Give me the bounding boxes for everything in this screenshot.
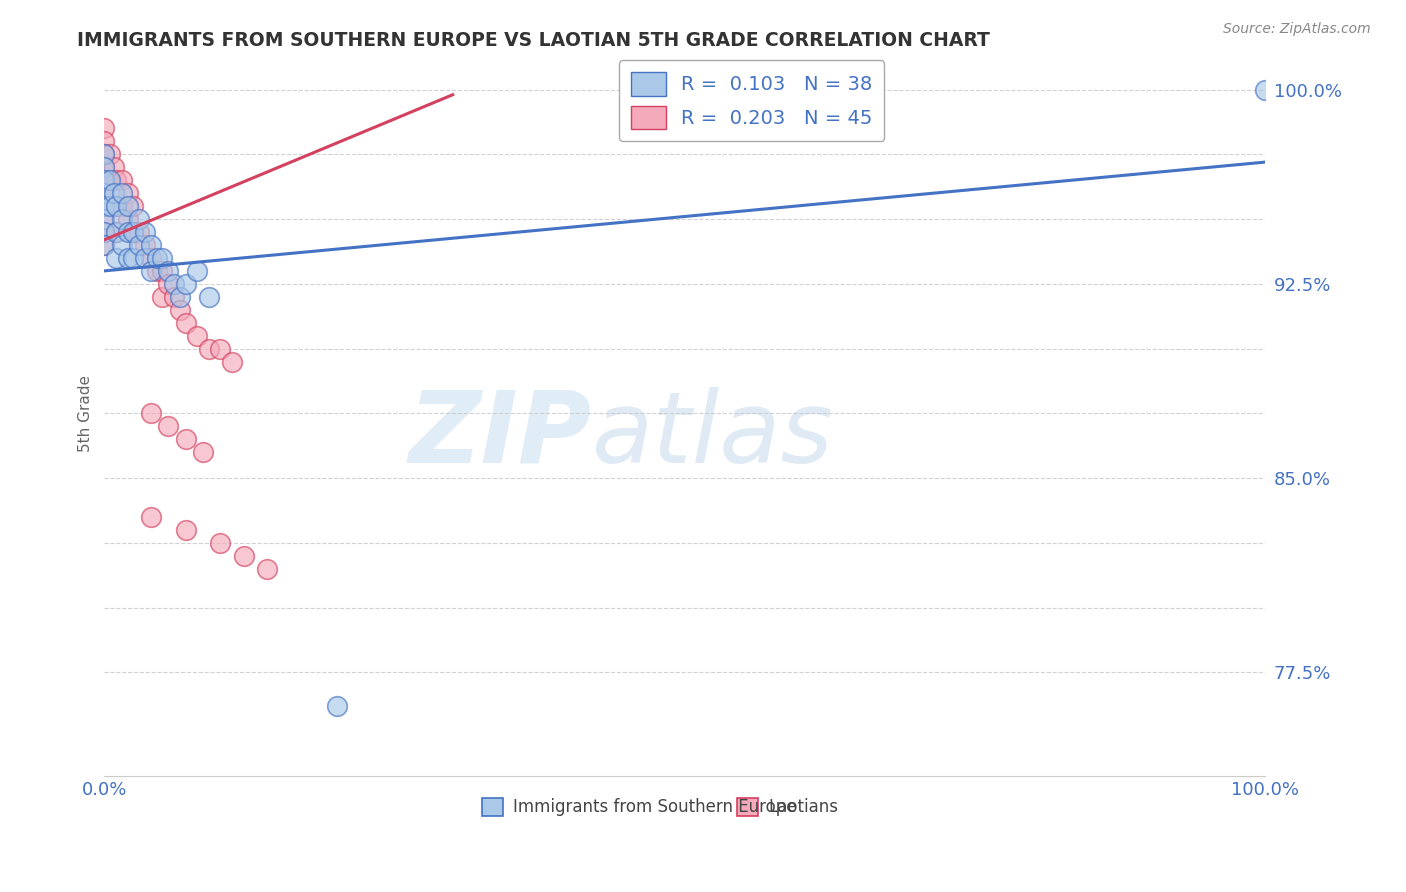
Point	[174, 316, 197, 330]
Point	[134, 251, 156, 265]
Point	[209, 342, 232, 356]
Point	[122, 225, 145, 239]
Point	[104, 199, 127, 213]
Point	[122, 251, 145, 265]
Point	[122, 199, 145, 213]
Point	[152, 264, 174, 278]
Point	[191, 445, 214, 459]
Point	[128, 225, 150, 239]
Point	[186, 264, 208, 278]
Point	[117, 186, 139, 201]
Bar	[737, 797, 758, 816]
Point	[93, 121, 115, 136]
Point	[145, 251, 167, 265]
Point	[93, 212, 115, 227]
Text: Laotians: Laotians	[769, 798, 838, 816]
Point	[163, 290, 186, 304]
Point	[93, 134, 115, 148]
Point	[111, 199, 134, 213]
Point	[93, 173, 115, 187]
Point	[104, 173, 127, 187]
Point	[104, 225, 127, 239]
Point	[157, 277, 180, 291]
Point	[198, 290, 221, 304]
Point	[117, 251, 139, 265]
Point	[139, 251, 162, 265]
Point	[93, 199, 115, 213]
Point	[103, 186, 125, 201]
Point	[145, 264, 167, 278]
Point	[186, 328, 208, 343]
Point	[93, 147, 115, 161]
Point	[157, 264, 180, 278]
Point	[93, 186, 115, 201]
Point	[134, 238, 156, 252]
Point	[152, 290, 174, 304]
Point	[98, 173, 121, 187]
Legend: R =  0.103   N = 38, R =  0.203   N = 45: R = 0.103 N = 38, R = 0.203 N = 45	[619, 61, 884, 141]
Point	[93, 212, 115, 227]
Text: Source: ZipAtlas.com: Source: ZipAtlas.com	[1223, 22, 1371, 37]
Point	[93, 238, 115, 252]
Point	[169, 302, 191, 317]
Point	[93, 225, 115, 239]
Point	[93, 225, 115, 239]
Point	[139, 510, 162, 524]
Point	[174, 432, 197, 446]
Bar	[482, 797, 502, 816]
Point	[157, 419, 180, 434]
Point	[209, 536, 232, 550]
Point	[98, 147, 121, 161]
Point	[111, 186, 134, 201]
Point	[111, 238, 134, 252]
Text: atlas: atlas	[592, 386, 834, 483]
Point	[122, 225, 145, 239]
Point	[93, 147, 115, 161]
Point	[117, 212, 139, 227]
Point	[139, 238, 162, 252]
Point	[232, 549, 254, 563]
Point	[98, 199, 121, 213]
Point	[128, 212, 150, 227]
Point	[325, 699, 347, 714]
Text: Immigrants from Southern Europe: Immigrants from Southern Europe	[513, 798, 797, 816]
Point	[103, 161, 125, 175]
Y-axis label: 5th Grade: 5th Grade	[79, 375, 93, 452]
Point	[93, 161, 115, 175]
Point	[198, 342, 221, 356]
Point	[163, 277, 186, 291]
Point	[174, 523, 197, 537]
Point	[93, 186, 115, 201]
Point	[1254, 82, 1277, 96]
Point	[152, 251, 174, 265]
Point	[117, 225, 139, 239]
Point	[134, 225, 156, 239]
Point	[93, 173, 115, 187]
Point	[93, 199, 115, 213]
Point	[104, 199, 127, 213]
Text: IMMIGRANTS FROM SOUTHERN EUROPE VS LAOTIAN 5TH GRADE CORRELATION CHART: IMMIGRANTS FROM SOUTHERN EUROPE VS LAOTI…	[77, 31, 990, 50]
Point	[104, 251, 127, 265]
Point	[93, 161, 115, 175]
Point	[174, 277, 197, 291]
Point	[169, 290, 191, 304]
Point	[139, 264, 162, 278]
Point	[104, 225, 127, 239]
Point	[93, 238, 115, 252]
Point	[117, 199, 139, 213]
Text: ZIP: ZIP	[409, 386, 592, 483]
Point	[139, 406, 162, 420]
Point	[111, 212, 134, 227]
Point	[221, 354, 243, 368]
Point	[128, 238, 150, 252]
Point	[111, 173, 134, 187]
Point	[256, 562, 278, 576]
Point	[98, 173, 121, 187]
